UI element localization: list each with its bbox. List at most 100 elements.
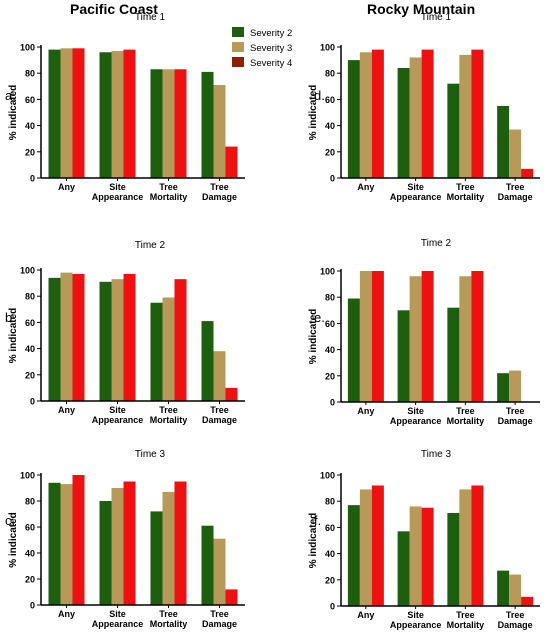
legend-swatch	[232, 57, 244, 67]
x-tick-label: Site Appearance	[92, 609, 144, 629]
x-tick-label: Tree Mortality	[447, 406, 485, 426]
bar-severity-2	[201, 321, 214, 401]
y-axis-title: % indicated	[308, 309, 319, 365]
x-tick-label: Site Appearance	[390, 182, 442, 202]
y-axis-title: % indicated	[308, 513, 319, 569]
y-tick-label: 0	[30, 601, 35, 611]
y-tick-label: 80	[25, 69, 35, 79]
y-tick-label: 40	[25, 121, 35, 131]
bar-severity-4	[72, 475, 85, 605]
y-tick-label: 20	[25, 370, 35, 380]
y-tick-label: 0	[330, 602, 335, 612]
y-tick-label: 80	[325, 497, 335, 507]
panel-title: Time 1	[421, 12, 452, 23]
bar-severity-2	[48, 482, 61, 605]
y-tick-label: 60	[325, 523, 335, 533]
x-tick-label: Tree Mortality	[447, 182, 485, 202]
y-tick-label: 40	[25, 344, 35, 354]
y-tick-label: 80	[325, 293, 335, 303]
y-tick-label: 80	[25, 497, 35, 507]
y-tick-label: 0	[330, 174, 335, 184]
y-tick-label: 20	[325, 147, 335, 157]
bar-severity-2	[447, 83, 460, 178]
panel-title: Time 2	[421, 238, 452, 249]
bar-severity-3	[111, 50, 124, 178]
x-tick-label: Site Appearance	[92, 182, 144, 202]
bar-severity-3	[359, 271, 372, 402]
bar-severity-2	[397, 67, 410, 178]
bar-severity-2	[347, 505, 360, 606]
bar-severity-2	[497, 105, 510, 178]
column-title-pacific-coast: Pacific Coast	[70, 1, 158, 17]
bar-severity-3	[162, 491, 175, 605]
panel-label: f.	[314, 513, 321, 528]
y-tick-label: 20	[25, 575, 35, 585]
x-tick-label: Site Appearance	[92, 405, 144, 425]
bar-severity-2	[99, 281, 112, 401]
bar-severity-4	[225, 589, 238, 605]
bar-severity-4	[72, 273, 85, 401]
bar-severity-3	[509, 129, 522, 178]
panel-label: c.	[5, 513, 15, 528]
panel-label: b.	[5, 310, 16, 325]
bar-severity-3	[459, 489, 472, 606]
bar-severity-3	[459, 276, 472, 402]
bar-severity-4	[421, 49, 434, 179]
y-tick-label: 100	[20, 266, 35, 276]
bar-severity-4	[371, 485, 384, 606]
bar-severity-2	[201, 71, 214, 178]
y-tick-label: 20	[25, 147, 35, 157]
y-tick-label: 0	[330, 398, 335, 408]
bar-severity-2	[48, 277, 61, 401]
bar-severity-2	[48, 49, 61, 179]
bar-severity-4	[471, 271, 484, 402]
bar-severity-2	[347, 60, 360, 178]
bar-severity-4	[123, 273, 136, 401]
bar-severity-3	[60, 272, 73, 401]
x-tick-label: Tree Damage	[202, 405, 237, 425]
y-axis-title: % indicated	[8, 85, 19, 141]
bar-severity-3	[509, 370, 522, 402]
y-tick-label: 40	[325, 121, 335, 131]
x-tick-label: Tree Mortality	[150, 609, 188, 629]
y-axis-title: % indicated	[8, 308, 19, 364]
x-tick-label: Any	[357, 406, 374, 416]
bar-severity-4	[471, 485, 484, 606]
bar-severity-3	[359, 489, 372, 606]
bar-severity-3	[409, 276, 422, 402]
bar-severity-4	[174, 481, 187, 605]
bar-severity-4	[521, 168, 534, 178]
y-tick-label: 0	[30, 174, 35, 184]
y-tick-label: 60	[325, 319, 335, 329]
panel-title: Time 3	[421, 449, 452, 460]
x-tick-label: Any	[58, 609, 75, 619]
panel-title: Time 3	[135, 449, 166, 460]
panel-title: Time 2	[135, 240, 166, 251]
y-axis-title: % indicated	[308, 85, 319, 141]
y-tick-label: 20	[325, 371, 335, 381]
bar-severity-3	[213, 538, 226, 605]
bar-severity-4	[123, 49, 136, 179]
y-tick-label: 20	[325, 575, 335, 585]
x-tick-label: Any	[357, 182, 374, 192]
x-tick-label: Tree Damage	[202, 182, 237, 202]
bar-severity-4	[421, 507, 434, 606]
bar-severity-2	[99, 501, 112, 605]
bar-severity-3	[213, 84, 226, 178]
legend-label: Severity 3	[250, 43, 292, 54]
x-tick-label: Tree Mortality	[150, 405, 188, 425]
bar-severity-2	[397, 310, 410, 402]
bar-severity-3	[409, 506, 422, 606]
y-tick-label: 100	[20, 43, 35, 53]
legend-label: Severity 4	[250, 58, 292, 69]
bar-severity-4	[72, 48, 85, 179]
x-tick-label: Site Appearance	[390, 610, 442, 630]
legend-label: Severity 2	[250, 28, 292, 39]
bar-severity-4	[174, 279, 187, 401]
x-tick-label: Tree Damage	[202, 609, 237, 629]
bar-severity-3	[111, 488, 124, 605]
y-tick-label: 40	[325, 549, 335, 559]
panel-label: e.	[314, 310, 325, 325]
bar-severity-2	[447, 512, 460, 606]
y-tick-label: 60	[25, 95, 35, 105]
